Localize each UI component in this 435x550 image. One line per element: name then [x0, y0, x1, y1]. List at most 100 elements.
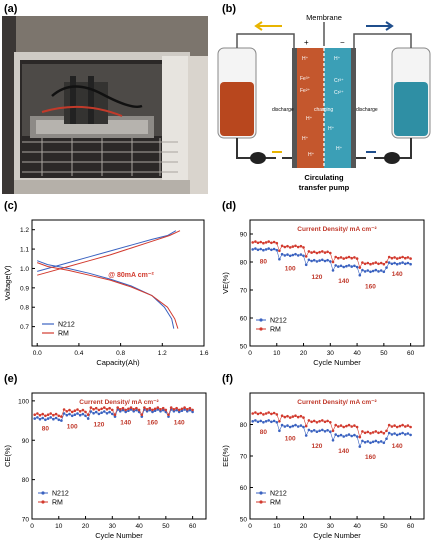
series-n212-point — [345, 264, 348, 268]
series-n212-point — [156, 408, 160, 411]
x-tick-label: 60 — [189, 523, 197, 530]
segment-label: 160 — [147, 420, 158, 427]
x-tick-label: 30 — [109, 523, 117, 530]
y-tick-label: 1.0 — [20, 266, 29, 273]
series-n212-point — [264, 420, 268, 423]
legend-marker-rm — [259, 500, 263, 504]
series-rm-point — [374, 430, 378, 433]
series-rm-point — [398, 256, 402, 260]
series-n212-point — [159, 410, 162, 413]
legend-label-n212: N212 — [52, 491, 69, 498]
series-rm-point — [137, 408, 141, 412]
series-rm-point — [321, 419, 324, 422]
x-tick-label: 0 — [30, 523, 34, 530]
x-tick-label: 40 — [353, 523, 361, 530]
series-n212-point — [339, 264, 343, 268]
series-n212-point — [350, 434, 353, 438]
series-rm-point — [307, 250, 311, 253]
series-n212-point — [355, 435, 359, 438]
series-rm-point — [108, 406, 111, 410]
y-tick-label: 80 — [240, 422, 248, 429]
series-n212-point — [275, 248, 279, 252]
discharge-left-label: discharge — [272, 107, 294, 113]
series-n212-point — [323, 259, 327, 263]
series-n212-point — [398, 262, 402, 265]
coulombic-efficiency-chart: 0 10 20 30 40 50 60 70 80 90 100 Cycle Number CE(%) C… — [3, 392, 207, 540]
series-rm-point — [358, 266, 362, 269]
legend-marker-n212 — [41, 491, 45, 495]
segment-label: 100 — [67, 423, 78, 430]
series-rm-point — [363, 262, 367, 266]
series-n212-point — [127, 409, 130, 412]
series-n212-point — [49, 416, 52, 419]
series-rm-point — [256, 241, 260, 245]
series-rm-point — [143, 406, 146, 409]
series-rm-point — [33, 413, 36, 416]
series-n212-point — [326, 258, 329, 262]
series-n212-point — [278, 257, 281, 261]
panel-label-d: (d) — [222, 200, 237, 212]
legend-marker-rm — [41, 500, 45, 504]
series-n212-point — [148, 408, 152, 412]
series-rm-point — [272, 411, 276, 415]
series-rm-point — [347, 255, 351, 259]
ion-right-3: H⁺ — [328, 126, 335, 132]
positive-half-cell — [296, 48, 324, 168]
series-rm-point — [385, 429, 388, 433]
x-tick-label: 50 — [380, 350, 388, 357]
legend-marker-n212 — [259, 491, 263, 495]
series-n212-point — [326, 429, 329, 432]
segment-label: 80 — [42, 425, 50, 432]
series-rm-point — [310, 420, 313, 424]
series-n212-point — [385, 437, 388, 440]
y-axis-label: EE(%) — [221, 445, 230, 467]
series-rm-point — [264, 241, 268, 244]
legend-label-n212: N212 — [58, 322, 75, 329]
series-n212-point — [339, 433, 343, 437]
series-rm-point — [353, 424, 356, 427]
series-n212-point — [406, 261, 410, 265]
current-annotation: @ 80mA cm⁻² — [108, 272, 154, 279]
series-n212-point — [302, 254, 305, 258]
series-n212-point — [395, 262, 399, 266]
series-n212-point — [286, 424, 289, 427]
series-n212-point — [251, 248, 254, 251]
series-rm-point — [283, 245, 287, 249]
segment-label: 140 — [338, 448, 349, 455]
series-n212-point — [78, 413, 82, 417]
series-n212-point — [379, 269, 383, 272]
series-rm-point — [145, 408, 149, 411]
series-rm-point — [186, 408, 189, 411]
series-n212-point — [337, 434, 340, 438]
series-n212-point — [89, 410, 93, 413]
segment-label: 140 — [338, 278, 349, 285]
series-rm-point — [339, 256, 343, 259]
x-tick-label: 20 — [300, 523, 308, 530]
series-n212-point — [387, 261, 391, 264]
ion-left-0: H⁺ — [302, 56, 309, 62]
x-tick-label: 0.8 — [116, 350, 125, 357]
series-rm-point — [409, 257, 412, 260]
segment-label: 160 — [365, 284, 376, 291]
series-rm-point — [280, 244, 284, 248]
legend-label-n212: N212 — [270, 318, 287, 325]
series-rm-point — [361, 430, 364, 433]
series-rm-point — [60, 415, 63, 418]
series-rm-point — [97, 408, 101, 412]
segment-label: 120 — [311, 443, 322, 450]
series-n212-point — [361, 268, 364, 272]
series-n212-point — [334, 433, 337, 436]
series-rm-point — [94, 406, 98, 410]
series-n212-point — [307, 428, 311, 432]
series-n212-point — [161, 408, 165, 412]
series-rm-point — [127, 407, 130, 411]
series-n212-point — [92, 412, 95, 415]
series-rm-point — [339, 424, 343, 427]
series-rm-point — [299, 244, 303, 248]
series-n212-point — [363, 441, 367, 444]
series-n212-point — [345, 434, 348, 437]
series-n212-point — [259, 247, 262, 251]
series-rm-point — [76, 408, 79, 411]
y-tick-label: 70 — [240, 288, 248, 295]
segment-label: 160 — [365, 454, 376, 461]
